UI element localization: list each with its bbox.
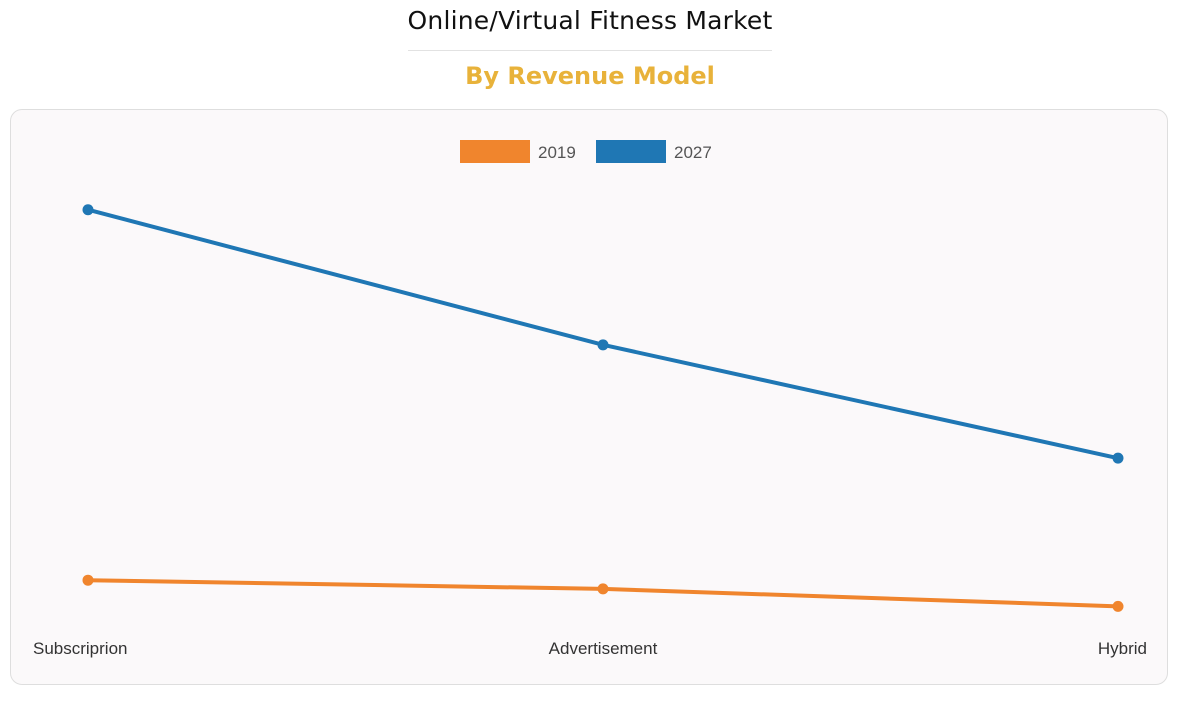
legend: 2019 2027 xyxy=(460,140,712,163)
legend-swatch-2019 xyxy=(460,140,530,163)
title-divider xyxy=(408,50,772,51)
chart-subtitle: By Revenue Model xyxy=(465,62,715,90)
series-layer xyxy=(82,204,1124,612)
chart-title: Online/Virtual Fitness Market xyxy=(407,6,773,35)
data-point-2027-2[interactable] xyxy=(1112,452,1124,464)
x-tick-label-0: Subscriprion xyxy=(33,639,128,658)
legend-label-2027: 2027 xyxy=(674,143,712,162)
data-point-2027-1[interactable] xyxy=(597,339,609,351)
data-point-2027-0[interactable] xyxy=(82,204,94,216)
legend-swatch-2027 xyxy=(596,140,666,163)
data-point-2019-2[interactable] xyxy=(1112,600,1124,612)
data-point-2019-1[interactable] xyxy=(597,583,609,595)
legend-label-2019: 2019 xyxy=(538,143,576,162)
series-line-2027 xyxy=(87,207,1119,461)
x-tick-label-1: Advertisement xyxy=(549,639,658,658)
x-axis: Subscriprion Advertisement Hybrid xyxy=(33,639,1147,658)
data-point-2019-0[interactable] xyxy=(82,574,94,586)
x-tick-label-2: Hybrid xyxy=(1098,639,1147,658)
